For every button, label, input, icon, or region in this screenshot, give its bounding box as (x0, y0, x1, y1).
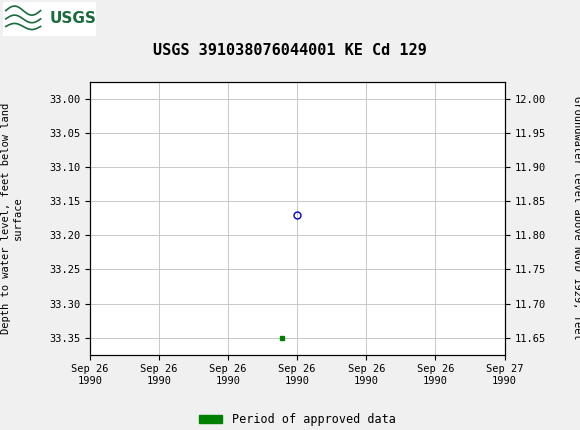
Text: Depth to water level, feet below land
surface: Depth to water level, feet below land su… (1, 103, 23, 334)
Legend: Period of approved data: Period of approved data (194, 408, 400, 430)
Text: USGS: USGS (49, 12, 96, 26)
Text: Groundwater level above NGVD 1929, feet: Groundwater level above NGVD 1929, feet (572, 96, 580, 340)
Bar (3, 2, 96, 36)
Text: USGS 391038076044001 KE Cd 129: USGS 391038076044001 KE Cd 129 (153, 43, 427, 58)
